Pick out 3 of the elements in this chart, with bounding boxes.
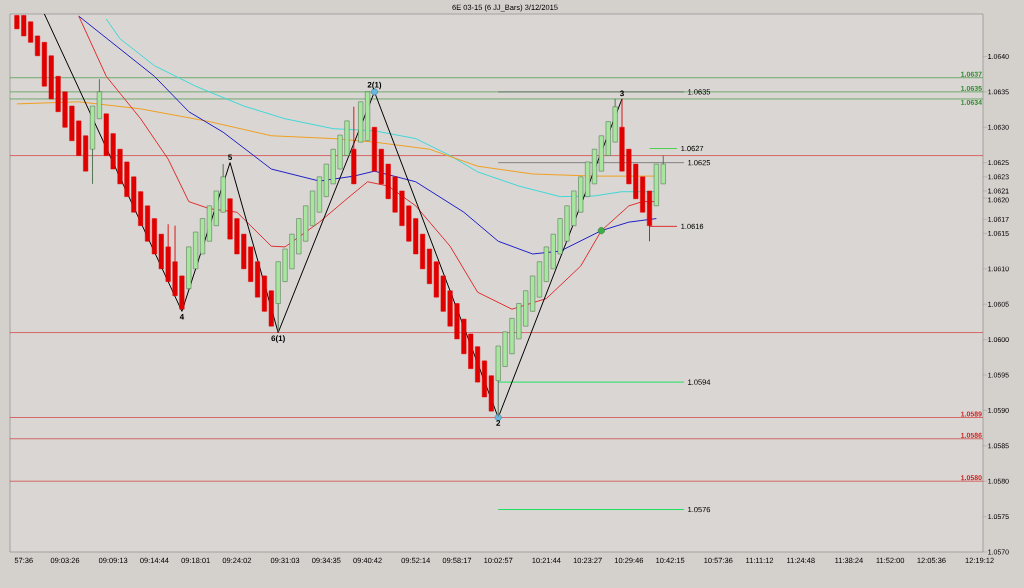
point	[494, 414, 502, 421]
line-series	[78, 15, 657, 255]
point	[597, 227, 605, 235]
